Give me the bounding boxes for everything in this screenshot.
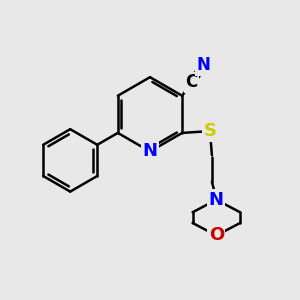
Text: O: O — [209, 226, 224, 244]
Text: N: N — [142, 142, 158, 160]
Text: N: N — [209, 191, 224, 209]
Text: S: S — [204, 122, 217, 140]
Text: N: N — [196, 56, 210, 74]
Text: C: C — [185, 74, 198, 92]
